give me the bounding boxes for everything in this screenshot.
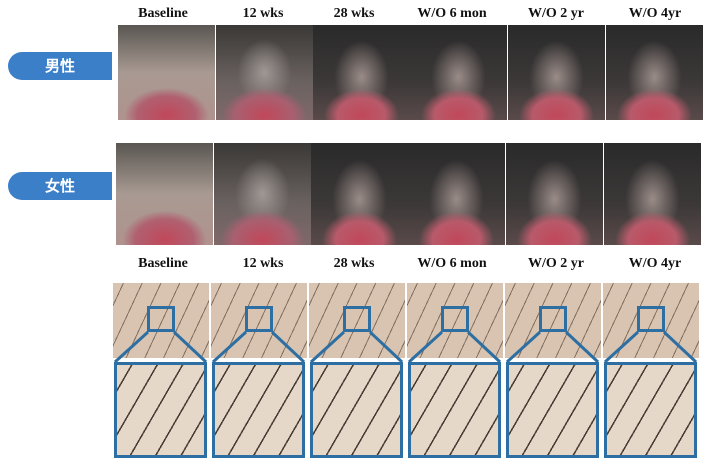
connector-line: [113, 330, 150, 364]
zoomed-hair-photo: [212, 362, 305, 458]
timepoint-label: W/O 2 yr: [528, 256, 584, 271]
male-scalp-photo: [606, 25, 703, 120]
zoomed-hair-photo: [310, 362, 403, 458]
zoomed-hair-photo: [506, 362, 599, 458]
trichoscopy-photo: [505, 283, 601, 358]
male-scalp-photo: [313, 25, 410, 120]
trichoscopy-photo: [113, 283, 209, 358]
female-scalp-photo: [506, 143, 603, 245]
zoom-region-box: [539, 306, 567, 332]
male-scalp-photo: [508, 25, 605, 120]
female-scalp-photo: [408, 143, 505, 245]
connector-line: [368, 330, 404, 364]
zoomed-hair-photo: [408, 362, 501, 458]
trichoscopy-photo: [309, 283, 405, 358]
male-label: 男性: [8, 52, 112, 80]
timepoint-label: W/O 4yr: [628, 256, 682, 271]
trichoscopy-photo: [211, 283, 307, 358]
timepoint-label: W/O 6 mon: [417, 6, 487, 21]
timepoint-label: Baseline: [138, 256, 188, 271]
female-label: 女性: [8, 172, 112, 200]
timepoint-label: 28 wks: [333, 256, 375, 271]
connector-line: [309, 330, 346, 364]
connector-line: [564, 330, 600, 364]
connector-line: [466, 330, 502, 364]
zoom-region-box: [245, 306, 273, 332]
zoom-region-box: [147, 306, 175, 332]
connector-line: [603, 330, 640, 364]
trichoscopy-photo: [603, 283, 699, 358]
trichoscopy-photo: [407, 283, 503, 358]
male-scalp-photo: [410, 25, 507, 120]
male-scalp-photo: [216, 25, 313, 120]
connector-line: [172, 330, 208, 364]
female-scalp-photo: [311, 143, 408, 245]
zoomed-hair-photo: [604, 362, 697, 458]
female-scalp-photo: [116, 143, 213, 245]
timepoint-label: Baseline: [138, 6, 188, 21]
connector-line: [505, 330, 542, 364]
male-scalp-photo: [118, 25, 215, 120]
zoomed-hair-photo: [114, 362, 207, 458]
timepoint-label: W/O 2 yr: [528, 6, 584, 21]
connector-line: [270, 330, 306, 364]
timepoint-label: W/O 4yr: [628, 6, 682, 21]
connector-line: [407, 330, 444, 364]
zoom-region-box: [637, 306, 665, 332]
timepoint-label: 28 wks: [333, 6, 375, 21]
timepoint-label: 12 wks: [242, 256, 284, 271]
zoom-region-box: [343, 306, 371, 332]
female-scalp-photo: [604, 143, 701, 245]
connector-line: [662, 330, 698, 364]
timepoint-label: W/O 6 mon: [417, 256, 487, 271]
female-scalp-photo: [214, 143, 311, 245]
zoom-region-box: [441, 306, 469, 332]
connector-line: [211, 330, 248, 364]
timepoint-label: 12 wks: [242, 6, 284, 21]
